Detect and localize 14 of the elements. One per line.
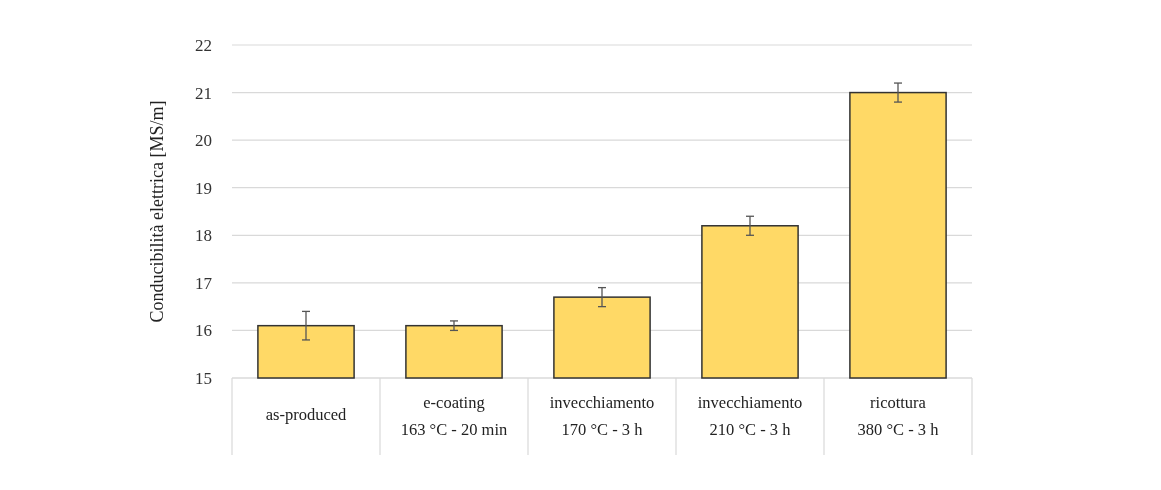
y-tick-label: 22 <box>195 35 212 55</box>
y-tick-label: 17 <box>195 273 213 293</box>
y-tick-label: 15 <box>195 368 212 388</box>
x-tick-label: as-produced <box>265 405 348 424</box>
x-tick-label: e-coating 163 °C - 20 min <box>400 393 508 439</box>
x-tick-label: invecchiamento 170 °C - 3 h <box>549 393 655 439</box>
y-tick-label: 20 <box>195 131 212 151</box>
y-tick-label: 16 <box>195 321 212 341</box>
y-tick-label: 19 <box>195 178 212 198</box>
x-tick-label: ricottura 380 °C - 3 h <box>857 393 940 439</box>
y-tick-label: 21 <box>195 83 212 103</box>
x-tick-label: invecchiamento 210 °C - 3 h <box>697 393 803 439</box>
y-tick-label: 18 <box>195 226 212 246</box>
y-axis-title: Conducibilità elettrica [MS/m] <box>147 100 167 323</box>
